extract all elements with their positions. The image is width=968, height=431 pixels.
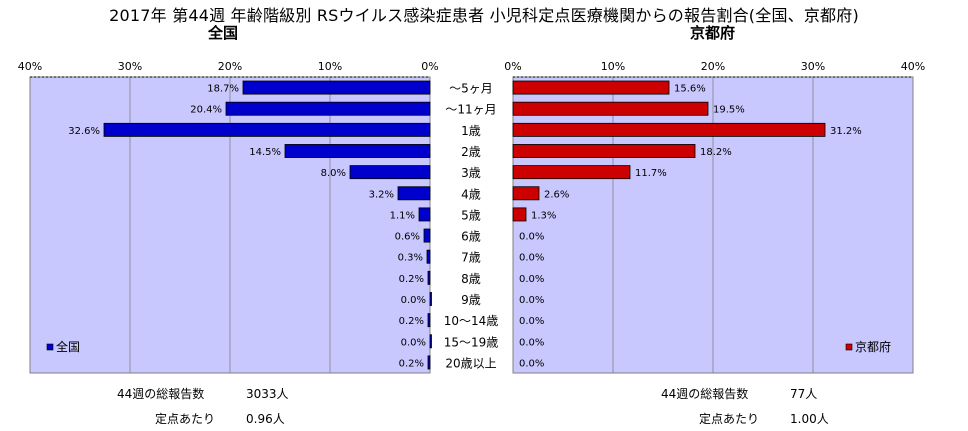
right-tick-label: 20%: [701, 60, 725, 73]
category-label: 6歳: [461, 230, 481, 244]
left-bar: [349, 165, 431, 180]
category-label: 9歳: [461, 293, 481, 307]
left-panel-subtitle: 全国: [208, 24, 239, 42]
left-bar: [418, 207, 431, 222]
category-label: 7歳: [461, 251, 481, 265]
right-value-label: 15.6%: [674, 84, 706, 95]
category-label: ～5ヶ月: [449, 82, 493, 96]
left-value-label: 32.6%: [68, 126, 100, 137]
left-total-label: 44週の総報告数: [117, 387, 205, 401]
category-label: 3歳: [461, 166, 481, 180]
left-value-label: 0.2%: [399, 274, 424, 285]
left-bar: [284, 144, 431, 158]
left-per-label: 定点あたり: [155, 412, 216, 426]
left-bar: [423, 228, 431, 243]
left-bar: [225, 101, 431, 116]
category-label: 15～19歳: [444, 335, 499, 349]
left-bar: [427, 270, 431, 285]
right-bar: [512, 207, 527, 222]
left-bar: [429, 334, 432, 349]
chart-title: 2017年 第44週 年齢階級別 RSウイルス感染症患者 小児科定点医療機関から…: [109, 6, 859, 25]
legend-label-left: 全国: [56, 339, 80, 354]
category-label: 8歳: [461, 272, 481, 286]
right-bar: [512, 122, 826, 137]
right-value-label: 0.0%: [519, 295, 544, 306]
left-bar: [429, 292, 432, 306]
legend-swatch-left: [46, 343, 54, 351]
left-tick-label: 20%: [218, 60, 242, 73]
right-value-label: 2.6%: [544, 189, 569, 200]
right-value-label: 31.2%: [830, 126, 862, 137]
left-value-label: 3.2%: [369, 189, 394, 200]
right-value-label: 0.0%: [519, 274, 544, 285]
right-bar: [512, 80, 670, 95]
right-total-value: 77人: [790, 387, 818, 401]
category-label: 10～14歳: [444, 314, 499, 328]
right-panel-subtitle: 京都府: [690, 24, 736, 42]
right-value-label: 0.0%: [519, 253, 544, 264]
category-label: 4歳: [461, 187, 481, 201]
right-value-label: 18.2%: [700, 147, 732, 158]
right-per-value: 1.00人: [790, 412, 829, 426]
right-per-label: 定点あたり: [699, 412, 760, 426]
right-value-label: 0.0%: [519, 232, 544, 243]
right-tick-label: 0%: [504, 60, 521, 73]
right-bar: [512, 144, 696, 158]
left-bar: [427, 355, 431, 370]
right-bar: [512, 186, 540, 201]
left-total-value: 3033人: [246, 387, 289, 401]
right-total-label: 44週の総報告数: [661, 387, 749, 401]
category-label: 2歳: [461, 145, 481, 159]
legend-label-right: 京都府: [855, 339, 891, 354]
right-value-label: 1.3%: [531, 210, 556, 221]
right-tick-label: 30%: [801, 60, 825, 73]
category-label: 20歳以上: [445, 356, 496, 370]
legend-swatch-right: [845, 343, 853, 351]
left-value-label: 0.0%: [401, 337, 426, 348]
right-value-label: 0.0%: [519, 337, 544, 348]
right-bar: [512, 165, 631, 180]
left-tick-label: 30%: [118, 60, 142, 73]
left-bar: [103, 122, 431, 137]
left-tick-label: 10%: [318, 60, 342, 73]
left-value-label: 1.1%: [390, 210, 415, 221]
left-bar: [242, 80, 431, 95]
left-tick-label: 40%: [18, 60, 42, 73]
left-value-label: 0.3%: [398, 253, 423, 264]
left-value-label: 18.7%: [207, 84, 239, 95]
left-value-label: 8.0%: [321, 168, 346, 179]
left-value-label: 0.6%: [395, 232, 420, 243]
right-tick-label: 10%: [601, 60, 625, 73]
left-bar: [397, 186, 431, 201]
left-value-label: 0.0%: [401, 295, 426, 306]
right-tick-label: 40%: [901, 60, 925, 73]
left-value-label: 0.2%: [399, 358, 424, 369]
left-bar: [426, 249, 431, 264]
right-value-label: 0.0%: [519, 316, 544, 327]
left-per-value: 0.96人: [246, 412, 285, 426]
left-value-label: 14.5%: [249, 147, 281, 158]
left-value-label: 20.4%: [190, 105, 222, 116]
right-value-label: 11.7%: [635, 168, 667, 179]
right-bar: [512, 101, 709, 116]
left-value-label: 0.2%: [399, 316, 424, 327]
right-value-label: 0.0%: [519, 358, 544, 369]
left-bar: [427, 313, 431, 328]
left-tick-label: 0%: [421, 60, 438, 73]
category-label: 1歳: [461, 124, 481, 138]
right-value-label: 19.5%: [713, 105, 745, 116]
category-label: ～11ヶ月: [445, 103, 496, 117]
category-label: 5歳: [461, 208, 481, 222]
